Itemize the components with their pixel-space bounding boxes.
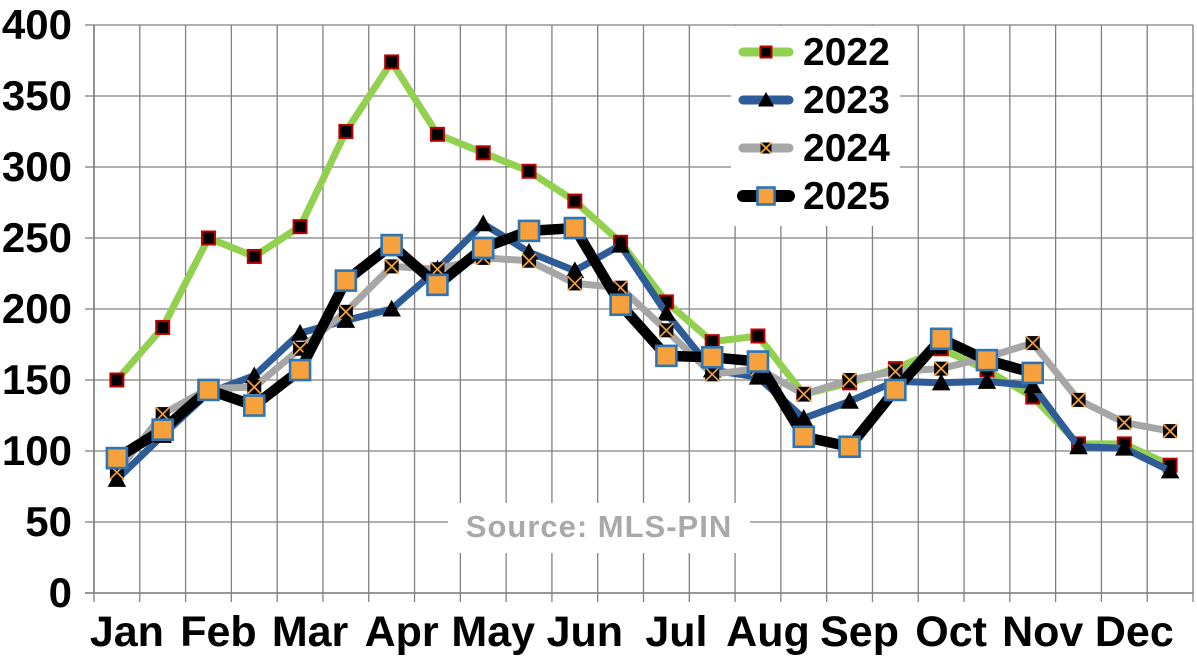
- x-axis-month-label: Jul: [645, 608, 707, 656]
- legend-label-2023: 2023: [803, 78, 890, 122]
- y-axis-tick-label: 350: [2, 72, 72, 119]
- y-axis-tick-label: 300: [2, 143, 72, 190]
- line-marker-icon-2025: [737, 186, 795, 206]
- y-axis-tick-label: 200: [2, 285, 72, 332]
- x-axis-month-label: Jun: [547, 608, 623, 656]
- y-axis-tick-label: 50: [25, 498, 72, 545]
- legend: 2022 2023 2024 2025: [731, 26, 900, 226]
- x-axis-month-label: Feb: [180, 608, 256, 656]
- x-axis-month-label: Mar: [272, 608, 349, 656]
- legend-item-2024: 2024: [737, 124, 890, 172]
- legend-item-2025: 2025: [737, 172, 890, 220]
- source-note: Source: MLS-PIN: [448, 503, 750, 553]
- x-axis-month-label: Nov: [1002, 608, 1083, 656]
- x-axis-month-label: Sep: [820, 608, 899, 656]
- legend-label-2024: 2024: [803, 126, 890, 170]
- line-marker-icon-2024: [738, 141, 794, 155]
- legend-label-2025: 2025: [803, 174, 890, 218]
- legend-item-2022: 2022: [737, 28, 890, 76]
- series-2025: [105, 216, 1045, 470]
- x-axis-month-label: Oct: [915, 608, 987, 656]
- x-axis-month-label: Dec: [1095, 608, 1174, 656]
- y-axis-tick-label: 150: [2, 356, 72, 403]
- legend-label-2022: 2022: [803, 30, 890, 74]
- x-axis-month-label: Jan: [90, 608, 164, 656]
- y-axis-tick-label: 250: [2, 214, 72, 261]
- legend-item-2023: 2023: [737, 76, 890, 124]
- x-axis-month-label: Aug: [726, 608, 810, 656]
- x-axis-month-label: May: [451, 608, 535, 656]
- gridlines: 0 50 100 150 200 250 300 350 400: [2, 1, 1194, 616]
- y-axis-tick-label: 0: [49, 569, 72, 616]
- x-axis-month-label: Apr: [365, 608, 439, 656]
- y-axis-tick-label: 400: [2, 1, 72, 48]
- line-marker-icon-2022: [738, 45, 794, 59]
- line-marker-icon-2023: [738, 91, 794, 107]
- y-axis-tick-label: 100: [2, 427, 72, 474]
